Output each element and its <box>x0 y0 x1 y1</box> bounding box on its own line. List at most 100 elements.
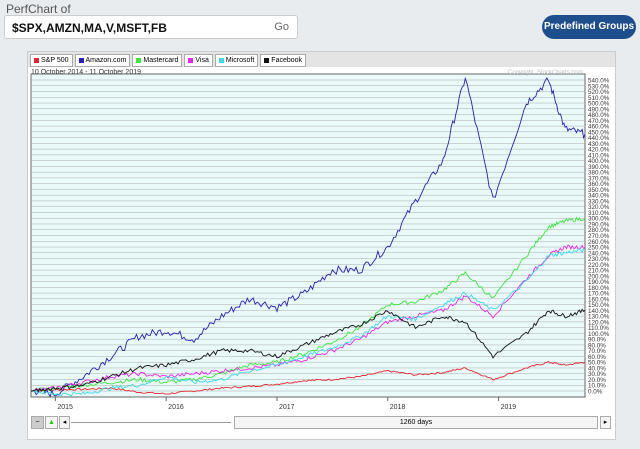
y-tick-label: 490.0% <box>588 106 610 113</box>
legend-label: Microsoft <box>225 57 255 64</box>
y-tick-label: 360.0% <box>588 181 610 188</box>
y-tick-label: 310.0% <box>588 210 610 217</box>
y-tick-label: 470.0% <box>588 118 610 125</box>
y-tick-label: 400.0% <box>588 158 610 165</box>
y-tick-label: 100.0% <box>588 331 610 338</box>
y-tick-label: 120.0% <box>588 319 610 326</box>
scroll-left-button[interactable]: ◂ <box>59 416 70 429</box>
series-line-microsoft <box>30 247 586 397</box>
y-tick-label: 350.0% <box>588 187 610 194</box>
y-tick-label: 270.0% <box>588 233 610 240</box>
y-tick-label: 110.0% <box>588 325 609 332</box>
legend-label: Amazon.com <box>85 57 127 64</box>
x-tick-label: 2018 <box>390 404 406 411</box>
y-tick-label: 440.0% <box>588 135 610 142</box>
y-tick-label: 500.0% <box>588 101 610 108</box>
y-tick-label: 50.0% <box>588 360 606 367</box>
y-tick-label: 340.0% <box>588 193 610 200</box>
legend-swatch <box>34 58 39 63</box>
predefined-groups-button[interactable]: Predefined Groups <box>542 15 636 39</box>
legend-swatch <box>78 58 84 63</box>
y-tick-label: 30.0% <box>588 371 606 378</box>
go-button[interactable]: Go <box>274 21 289 33</box>
y-tick-label: 230.0% <box>588 256 610 263</box>
y-tick-label: 370.0% <box>588 175 610 182</box>
y-tick-label: 170.0% <box>588 291 610 298</box>
legend-swatch <box>264 58 270 63</box>
legend-label: Mastercard <box>143 57 179 64</box>
legend-item-sp500[interactable]: S&P 500 <box>30 54 73 67</box>
x-tick-label: 2017 <box>279 404 295 411</box>
slider-track <box>71 422 231 423</box>
legend-label: S&P 500 <box>41 57 69 64</box>
y-tick-label: 10.0% <box>588 383 606 390</box>
y-tick-label: 330.0% <box>588 198 610 205</box>
page-title: PerfChart of <box>6 2 71 16</box>
y-tick-label: 150.0% <box>588 302 610 309</box>
legend-item-facebook[interactable]: Facebook <box>260 54 307 67</box>
y-tick-label: 0.0% <box>588 389 603 396</box>
copyright: Copyright, StockCharts.com <box>508 70 583 76</box>
y-tick-label: 300.0% <box>588 216 610 223</box>
y-tick-label: 480.0% <box>588 112 610 119</box>
perfchart-panel: S&P 500 Amazon.com Mastercard Visa Micro… <box>27 51 616 440</box>
candle-toggle-icon[interactable]: ▲ <box>45 416 58 429</box>
y-tick-label: 520.0% <box>588 89 610 96</box>
y-tick-label: 40.0% <box>588 365 606 372</box>
legend-label: Visa <box>195 57 209 64</box>
series-line-amazon-com <box>30 76 586 398</box>
legend-item-microsoft[interactable]: Microsoft <box>214 54 259 67</box>
y-tick-label: 410.0% <box>588 152 610 159</box>
legend-swatch <box>136 58 142 63</box>
chart-controls: ~ ▲ ◂ 1260 days ▸ <box>31 416 611 430</box>
series-line-mastercard <box>30 216 586 393</box>
scroll-right-button[interactable]: ▸ <box>600 416 611 429</box>
y-tick-label: 260.0% <box>588 239 610 246</box>
range-slider[interactable]: 1260 days <box>234 416 598 429</box>
legend-item-visa[interactable]: Visa <box>184 54 213 67</box>
legend-label: Facebook <box>271 57 303 64</box>
y-tick-label: 80.0% <box>588 342 606 349</box>
y-tick-label: 460.0% <box>588 124 610 131</box>
y-tick-label: 180.0% <box>588 285 610 292</box>
symbol-input[interactable] <box>10 20 254 36</box>
legend-item-amazon[interactable]: Amazon.com <box>74 54 131 67</box>
y-tick-label: 430.0% <box>588 141 610 148</box>
x-tick-label: 2019 <box>501 404 517 411</box>
y-tick-label: 130.0% <box>588 314 610 321</box>
y-tick-label: 160.0% <box>588 296 610 303</box>
y-tick-label: 70.0% <box>588 348 606 355</box>
series-line-s-p-500 <box>30 360 586 395</box>
y-tick-label: 200.0% <box>588 273 610 280</box>
y-tick-label: 210.0% <box>588 268 610 275</box>
y-tick-label: 250.0% <box>588 245 610 252</box>
legend-swatch <box>188 58 194 63</box>
legend: S&P 500 Amazon.com Mastercard Visa Micro… <box>28 52 615 67</box>
y-tick-label: 90.0% <box>588 337 606 344</box>
performance-chart: 0.0%10.0%20.0%30.0%40.0%50.0%60.0%70.0%8… <box>30 73 610 411</box>
y-tick-label: 380.0% <box>588 170 610 177</box>
x-tick-label: 2015 <box>57 404 73 411</box>
y-tick-label: 140.0% <box>588 308 610 315</box>
y-tick-label: 420.0% <box>588 147 610 154</box>
series-line-facebook <box>30 308 586 393</box>
y-tick-label: 20.0% <box>588 377 606 384</box>
y-tick-label: 60.0% <box>588 354 606 361</box>
series-line-visa <box>30 244 586 392</box>
symbol-field[interactable]: Go <box>4 15 298 39</box>
y-tick-label: 190.0% <box>588 279 610 286</box>
y-tick-label: 280.0% <box>588 227 610 234</box>
y-tick-label: 540.0% <box>588 78 610 85</box>
y-tick-label: 390.0% <box>588 164 610 171</box>
y-tick-label: 220.0% <box>588 262 610 269</box>
legend-item-mastercard[interactable]: Mastercard <box>132 54 183 67</box>
y-tick-label: 320.0% <box>588 204 610 211</box>
y-tick-label: 510.0% <box>588 95 610 102</box>
y-tick-label: 290.0% <box>588 221 610 228</box>
legend-swatch <box>218 58 224 63</box>
line-chart-icon[interactable]: ~ <box>31 416 44 429</box>
y-tick-label: 530.0% <box>588 83 610 90</box>
date-range: 10 October 2014 - 11 October 2019 <box>31 69 141 76</box>
y-tick-label: 240.0% <box>588 250 610 257</box>
y-tick-label: 450.0% <box>588 129 610 136</box>
